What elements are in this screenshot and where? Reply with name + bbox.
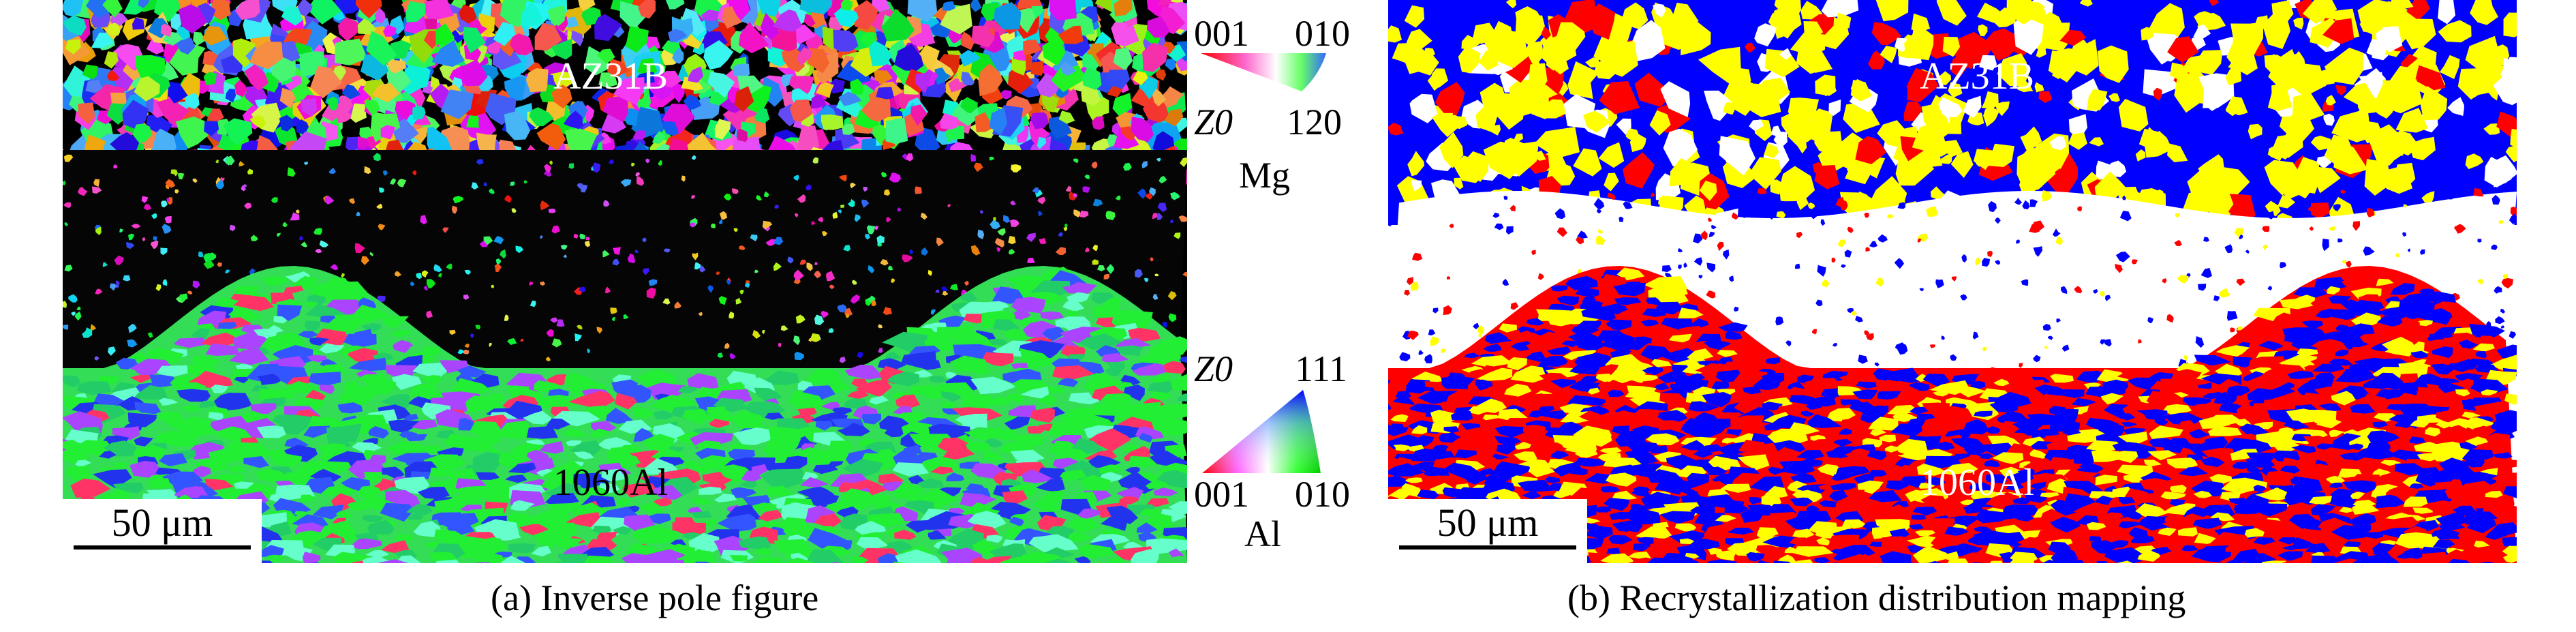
mg-legend-corner-120: 120 [1287, 102, 1342, 142]
al-legend-corner-010: 010 [1295, 474, 1350, 515]
ipf-scale-bar-line [74, 545, 251, 550]
mg-color-key-icon [1201, 53, 1326, 91]
recrystallization-bottom-material-label: 1060Al [1920, 462, 2034, 504]
recrystallization-map-panel: AZ31B 1060Al 50 μm [1388, 0, 2517, 563]
al-legend-axis: Z0 [1194, 349, 1233, 389]
mg-legend-material: Mg [1239, 155, 1291, 196]
mg-legend-axis-text: Z0 [1194, 102, 1233, 142]
recrystallization-scale-bar: 50 μm [1388, 499, 1587, 563]
caption-b: (b) Recrystallization distribution mappi… [1567, 577, 2186, 618]
al-legend-axis-text: Z0 [1194, 348, 1233, 389]
al-legend-material: Al [1244, 513, 1281, 554]
mg-legend-corner-001: 001 [1194, 13, 1249, 54]
mg-legend-axis: Z0 [1194, 102, 1233, 142]
ipf-map-image [63, 0, 1187, 563]
ipf-top-material-label: AZ31B [553, 55, 668, 97]
recrystallization-scale-bar-label: 50 μm [1437, 500, 1539, 545]
recrystallization-scale-bar-line [1399, 545, 1576, 550]
al-legend-corner-111: 111 [1295, 348, 1347, 389]
al-color-key-icon [1202, 390, 1321, 473]
al-legend-corner-001: 001 [1194, 474, 1249, 515]
ipf-bottom-material-label: 1060Al [553, 462, 668, 504]
caption-a: (a) Inverse pole figure [491, 577, 819, 618]
recrystallization-map-image [1388, 0, 2517, 563]
ipf-scale-bar: 50 μm [63, 499, 262, 563]
mg-legend-corner-010: 010 [1295, 13, 1350, 54]
recrystallization-top-material-label: AZ31B [1920, 55, 2034, 97]
ipf-scale-bar-label: 50 μm [111, 500, 213, 545]
ipf-map-panel: AZ31B 1060Al 50 μm [63, 0, 1187, 563]
